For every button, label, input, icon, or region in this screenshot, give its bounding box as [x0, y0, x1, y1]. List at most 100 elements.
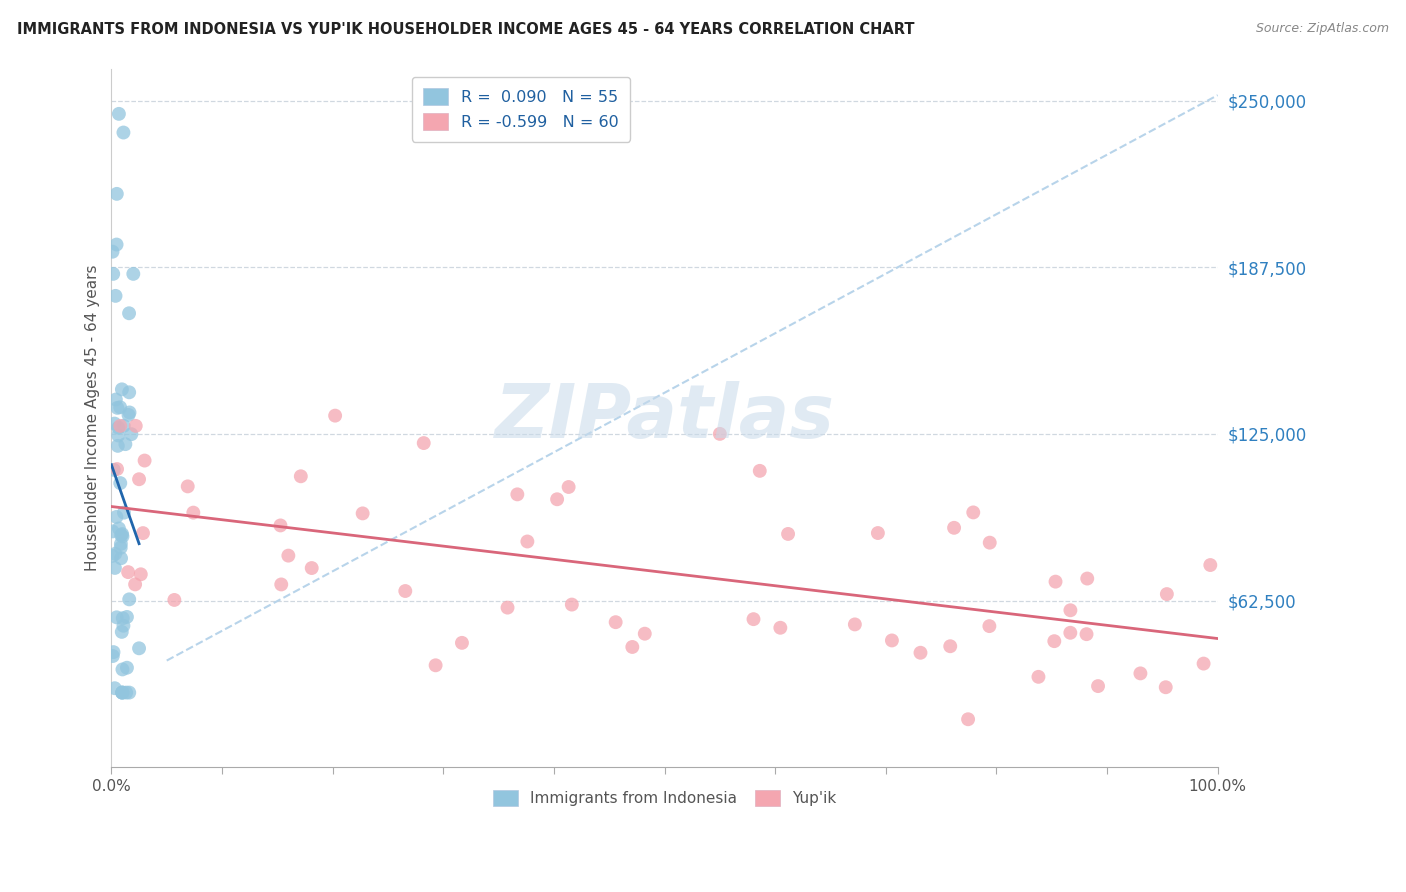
Point [110, 551, 132, 566]
Point [957, 712, 980, 726]
Point [103, 417, 125, 431]
Point [111, 685, 134, 699]
Point [128, 641, 150, 656]
Point [128, 472, 150, 486]
Point [110, 528, 132, 542]
Point [125, 418, 148, 433]
Point [110, 537, 132, 551]
Point [108, 107, 131, 121]
Point [111, 529, 134, 543]
Point [115, 685, 138, 699]
Point [979, 619, 1001, 633]
Point [103, 463, 125, 477]
Point [104, 681, 127, 696]
Point [496, 600, 519, 615]
Point [111, 382, 134, 396]
Point [1156, 587, 1178, 601]
Point [277, 549, 299, 563]
Point [117, 408, 139, 422]
Point [943, 521, 966, 535]
Point [111, 662, 134, 676]
Point [516, 534, 538, 549]
Point [112, 618, 135, 632]
Point [1129, 666, 1152, 681]
Point [451, 636, 474, 650]
Point [104, 561, 127, 575]
Point [134, 453, 156, 467]
Point [117, 565, 139, 579]
Point [105, 610, 128, 624]
Point [114, 437, 136, 451]
Point [301, 561, 323, 575]
Point [115, 661, 138, 675]
Point [1059, 625, 1081, 640]
Point [111, 685, 134, 699]
Point [120, 427, 142, 442]
Point [1087, 679, 1109, 693]
Point [124, 577, 146, 591]
Point [108, 521, 131, 535]
Point [105, 186, 128, 201]
Point [129, 567, 152, 582]
Point [394, 584, 416, 599]
Point [412, 436, 434, 450]
Point [506, 487, 529, 501]
Point [107, 428, 129, 442]
Point [866, 526, 889, 541]
Point [270, 577, 292, 591]
Point [1199, 558, 1222, 572]
Point [1059, 603, 1081, 617]
Point [111, 685, 134, 699]
Point [105, 401, 128, 415]
Point [118, 592, 141, 607]
Point [104, 392, 127, 407]
Point [103, 267, 125, 281]
Point [844, 617, 866, 632]
Point [742, 612, 765, 626]
Point [979, 535, 1001, 549]
Point [104, 547, 127, 561]
Point [122, 267, 145, 281]
Point [118, 685, 141, 699]
Point [101, 549, 124, 563]
Point [118, 385, 141, 400]
Point [132, 526, 155, 541]
Point [748, 464, 770, 478]
Point [1076, 572, 1098, 586]
Text: IMMIGRANTS FROM INDONESIA VS YUP'IK HOUSEHOLDER INCOME AGES 45 - 64 YEARS CORREL: IMMIGRANTS FROM INDONESIA VS YUP'IK HOUS… [17, 22, 914, 37]
Point [910, 646, 932, 660]
Point [709, 426, 731, 441]
Point [107, 439, 129, 453]
Point [101, 524, 124, 539]
Point [1043, 634, 1066, 648]
Point [778, 527, 800, 541]
Point [546, 492, 568, 507]
Point [605, 615, 627, 630]
Point [290, 469, 312, 483]
Point [111, 624, 134, 639]
Text: Source: ZipAtlas.com: Source: ZipAtlas.com [1256, 22, 1389, 36]
Point [103, 645, 125, 659]
Point [101, 244, 124, 259]
Point [1076, 627, 1098, 641]
Point [880, 633, 903, 648]
Point [962, 505, 984, 519]
Point [112, 506, 135, 520]
Point [101, 648, 124, 663]
Point [111, 527, 134, 541]
Point [111, 611, 134, 625]
Point [1028, 670, 1050, 684]
Point [118, 306, 141, 320]
Point [425, 658, 447, 673]
Point [323, 409, 346, 423]
Point [110, 476, 132, 491]
Y-axis label: Householder Income Ages 45 - 64 years: Householder Income Ages 45 - 64 years [86, 265, 100, 571]
Point [269, 518, 291, 533]
Point [163, 593, 186, 607]
Point [352, 507, 374, 521]
Point [621, 640, 644, 654]
Point [1192, 657, 1215, 671]
Point [177, 479, 200, 493]
Point [105, 510, 128, 524]
Point [561, 598, 583, 612]
